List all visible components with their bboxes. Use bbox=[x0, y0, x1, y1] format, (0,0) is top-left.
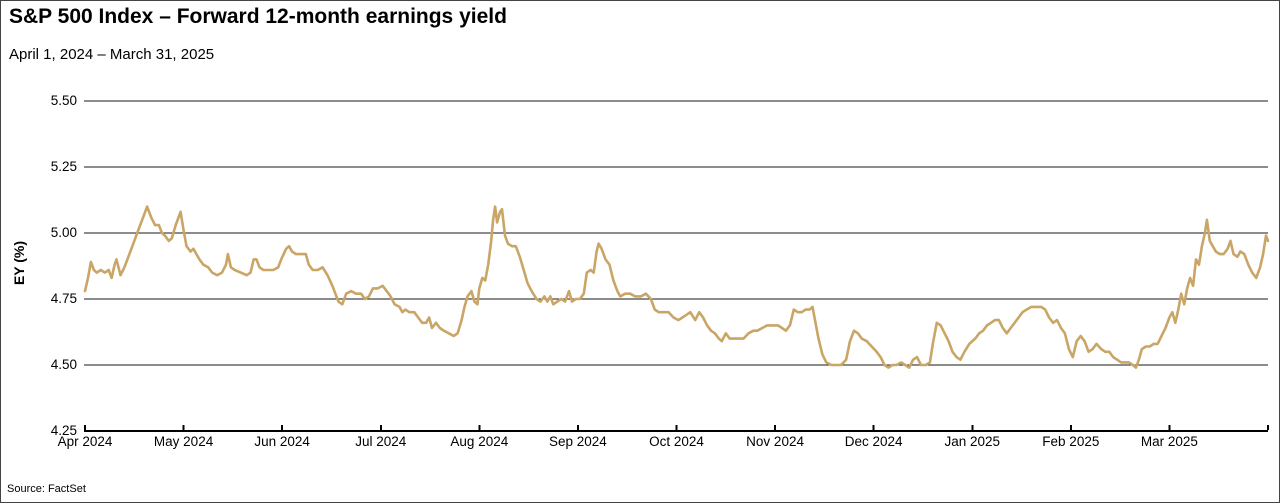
x-tick-label: Sep 2024 bbox=[549, 434, 607, 449]
earnings-yield-line bbox=[83, 205, 1270, 369]
x-tick-label: Oct 2024 bbox=[649, 434, 704, 449]
chart-title: S&P 500 Index – Forward 12-month earning… bbox=[9, 5, 507, 28]
x-tick-label: Dec 2024 bbox=[844, 434, 903, 449]
y-tick-label: 4.50 bbox=[50, 357, 77, 372]
y-tick-label: 4.25 bbox=[50, 423, 77, 438]
x-tick-label: May 2024 bbox=[153, 434, 214, 449]
x-tick-label: Jan 2025 bbox=[944, 434, 1001, 449]
x-tick-label: Nov 2024 bbox=[746, 434, 804, 449]
x-tick-label: Feb 2025 bbox=[1042, 434, 1100, 449]
chart-subtitle: April 1, 2024 – March 31, 2025 bbox=[9, 46, 215, 63]
y-tick-label: 5.25 bbox=[50, 159, 77, 174]
x-tick-label: Jun 2024 bbox=[254, 434, 310, 449]
x-tick-label: Jul 2024 bbox=[355, 434, 407, 449]
x-tick-label: Apr 2024 bbox=[57, 434, 113, 449]
y-tick-label: 4.75 bbox=[50, 291, 77, 306]
source-note: Source: FactSet bbox=[7, 483, 86, 495]
y-tick-label: 5.00 bbox=[50, 225, 77, 240]
x-tick-label: Mar 2025 bbox=[1140, 434, 1198, 449]
x-tick-label: Aug 2024 bbox=[450, 434, 509, 449]
y-tick-label: 5.50 bbox=[50, 93, 77, 108]
